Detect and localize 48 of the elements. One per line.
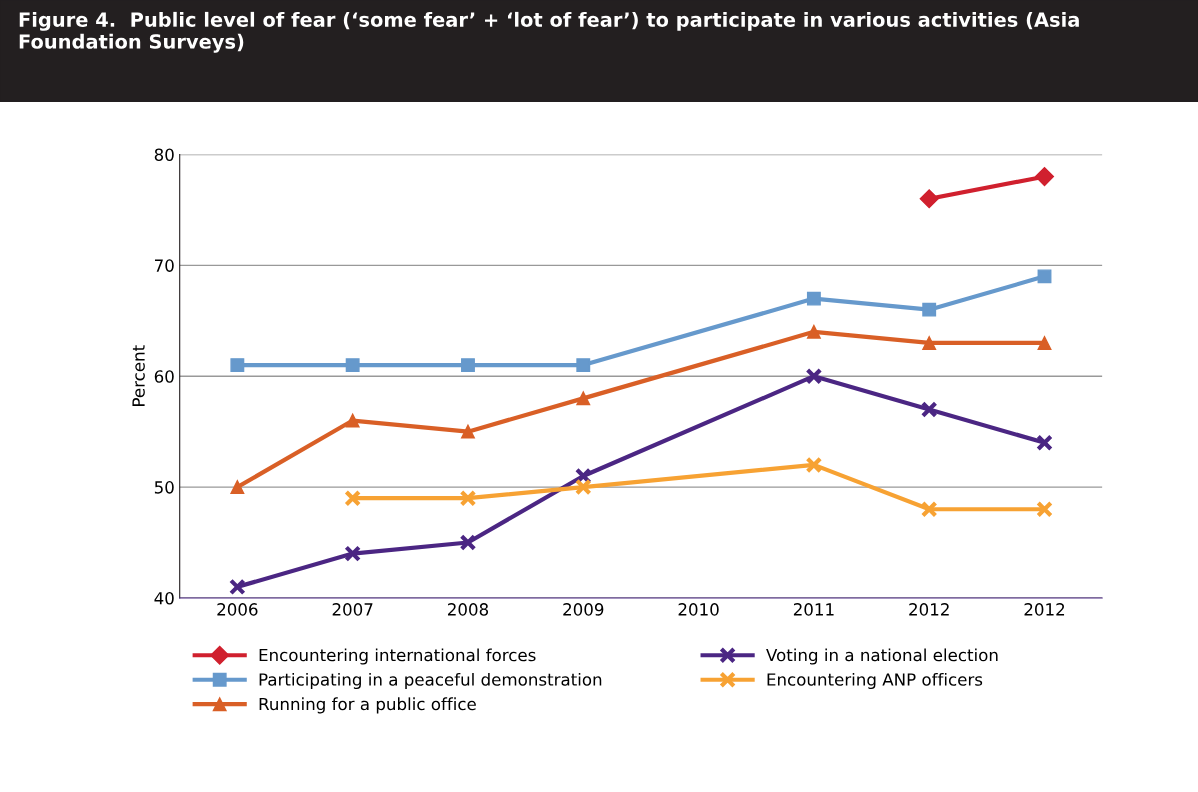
point [574, 478, 592, 496]
point [344, 545, 361, 562]
point [806, 324, 821, 339]
point [1036, 500, 1053, 518]
x-tick-label: 2011 [793, 603, 834, 616]
y-tick-label: 50 [154, 481, 174, 494]
point [461, 424, 475, 439]
y-tick-label: 40 [154, 591, 174, 605]
point [1037, 269, 1052, 284]
y-tick-label: 70 [155, 259, 174, 272]
point [922, 302, 937, 317]
x-tick-label: 2012 [1024, 603, 1065, 616]
point [922, 335, 937, 350]
legend-label: Running for a public office [259, 697, 476, 714]
x-tick-label: 2006 [217, 603, 258, 616]
point [806, 291, 821, 306]
legend-label: Encountering international forces [259, 648, 536, 665]
y-tick-label: 80 [154, 148, 174, 162]
point [459, 534, 477, 551]
point [459, 489, 477, 507]
point [1037, 335, 1052, 350]
point [230, 480, 245, 495]
point [1036, 434, 1053, 452]
point [345, 358, 360, 373]
x-tick-label: 2007 [332, 603, 373, 616]
point [576, 391, 591, 406]
y-axis-title: Percent [132, 345, 145, 406]
legend-label: Voting in a national election [766, 648, 998, 665]
x-tick-label: 2012 [909, 603, 949, 616]
point [344, 489, 361, 507]
legend-label: Participating in a peaceful demonstration [259, 672, 602, 690]
point [230, 358, 245, 373]
point [229, 578, 246, 596]
x-tick-label: 2009 [563, 603, 604, 616]
point [576, 358, 591, 373]
point [345, 413, 360, 428]
point [919, 189, 939, 209]
chart-title: Figure 4. Public level of fear (‘some fear’ + ‘lot of fear’) to participate in various activities (Asia Foundation Surveys) [19, 11, 1079, 53]
point [805, 367, 823, 385]
point [920, 401, 938, 418]
legend-label: Encountering ANP officers [767, 672, 983, 690]
point [920, 500, 938, 518]
y-tick-label: 60 [154, 370, 174, 383]
point [1034, 167, 1055, 187]
point [461, 358, 475, 373]
x-tick-label: 2008 [447, 603, 489, 616]
point [805, 456, 823, 474]
x-tick-label: 2010 [678, 603, 719, 616]
